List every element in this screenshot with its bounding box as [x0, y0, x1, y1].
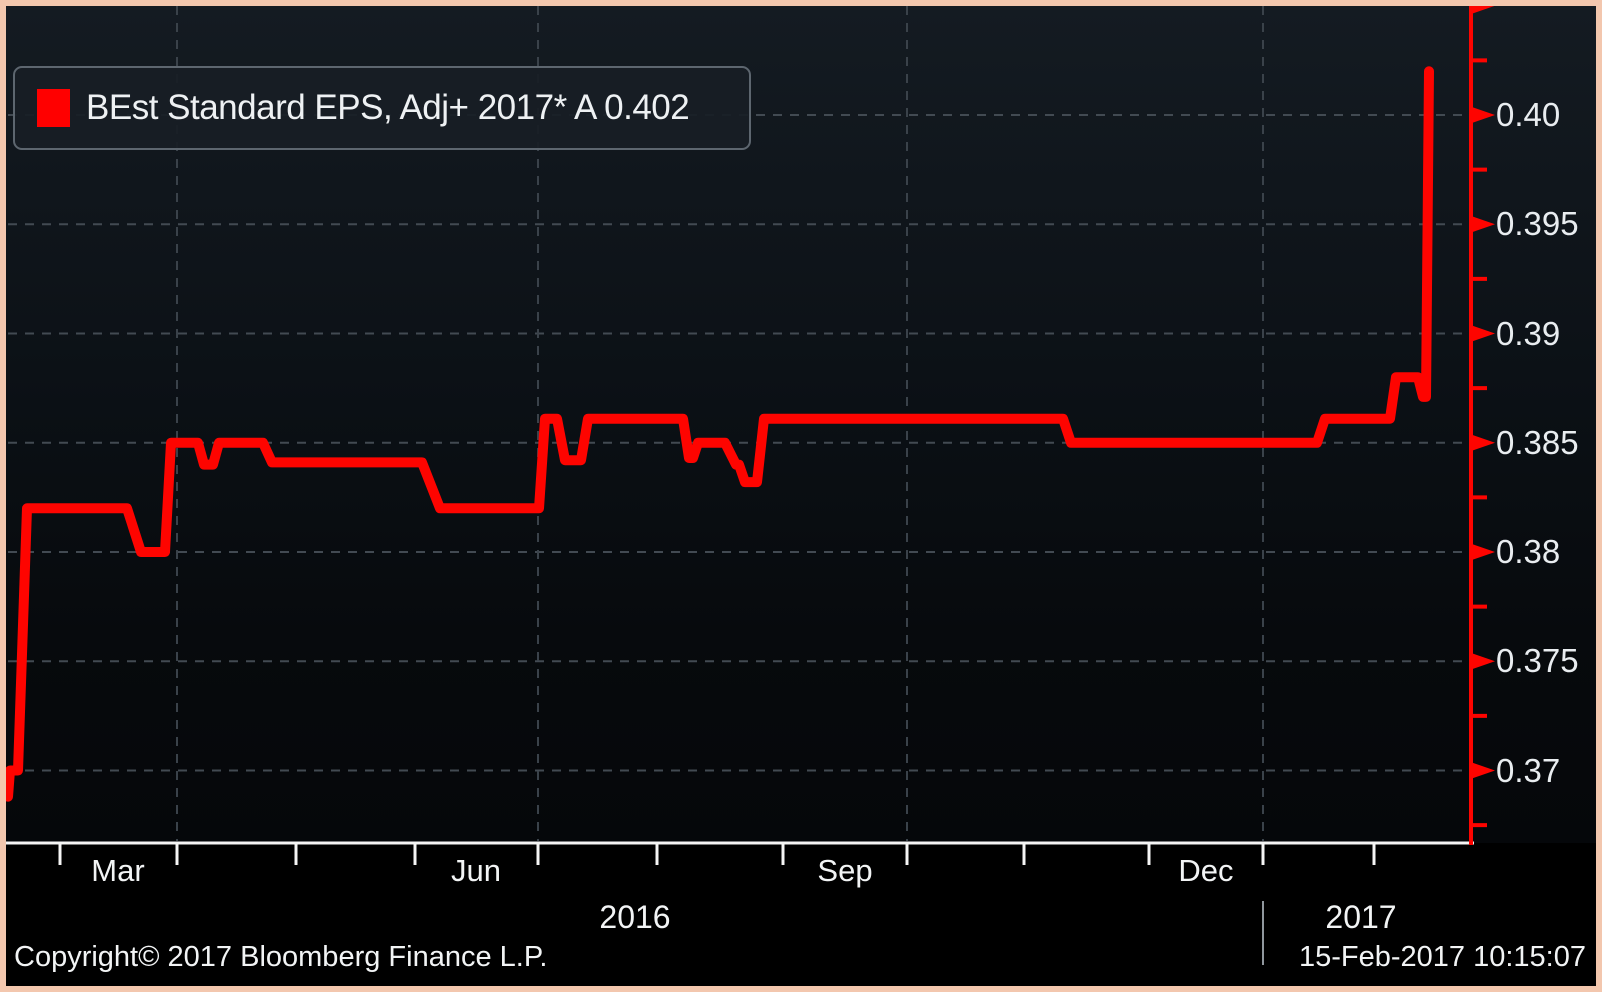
eps-series-line [6, 66, 1434, 802]
y-axis-major-tick-arrow [1469, 761, 1495, 780]
legend-series-label: BEst Standard EPS, Adj+ 2017* A 0.402 [86, 88, 690, 127]
x-axis-month-label: Dec [1178, 853, 1234, 888]
x-axis-month-label: Sep [817, 853, 873, 888]
copyright-text: Copyright© 2017 Bloomberg Finance L.P. [14, 941, 548, 973]
y-axis-minor-tick [1469, 58, 1487, 63]
y-axis-major-tick-arrow [1469, 106, 1495, 124]
y-axis-minor-tick [1469, 495, 1487, 500]
y-axis-minor-tick [1469, 713, 1487, 718]
x-axis-month-label: Jun [451, 853, 501, 888]
y-axis-tick-label: 0.385 [1496, 423, 1579, 461]
legend-series-swatch [37, 89, 70, 127]
y-axis-minor-tick [1469, 823, 1487, 828]
y-axis-tick-label: 0.375 [1496, 642, 1579, 680]
legend: BEst Standard EPS, Adj+ 2017* A 0.402 [13, 66, 751, 150]
y-axis-minor-tick [1469, 604, 1487, 609]
y-axis-minor-tick [1469, 386, 1487, 391]
y-axis-tick-label: 0.39 [1496, 314, 1561, 352]
x-axis-year-label: 2017 [1325, 899, 1397, 935]
y-axis-tick-label: 0.37 [1496, 751, 1561, 789]
y-axis-tick-label: 0.40 [1496, 96, 1561, 133]
y-axis-major-tick-arrow [1469, 6, 1495, 15]
y-axis-tick-label: 0.395 [1496, 205, 1579, 243]
y-axis-minor-tick [1469, 276, 1487, 281]
y-axis-major-tick-arrow [1469, 543, 1495, 561]
y-axis-major-tick-arrow [1469, 324, 1495, 343]
year-separator-line [1262, 901, 1264, 965]
y-axis-minor-tick [1469, 167, 1487, 172]
timestamp-text: 15-Feb-2017 10:15:07 [1299, 941, 1586, 973]
y-axis-major-tick-arrow [1469, 652, 1495, 671]
x-axis-month-label: Mar [91, 853, 145, 888]
y-axis-major-tick-arrow [1469, 433, 1495, 452]
y-axis-tick-label: 0.38 [1496, 533, 1561, 570]
x-axis-year-label: 2016 [599, 899, 671, 935]
y-axis-major-tick-arrow [1469, 215, 1495, 234]
